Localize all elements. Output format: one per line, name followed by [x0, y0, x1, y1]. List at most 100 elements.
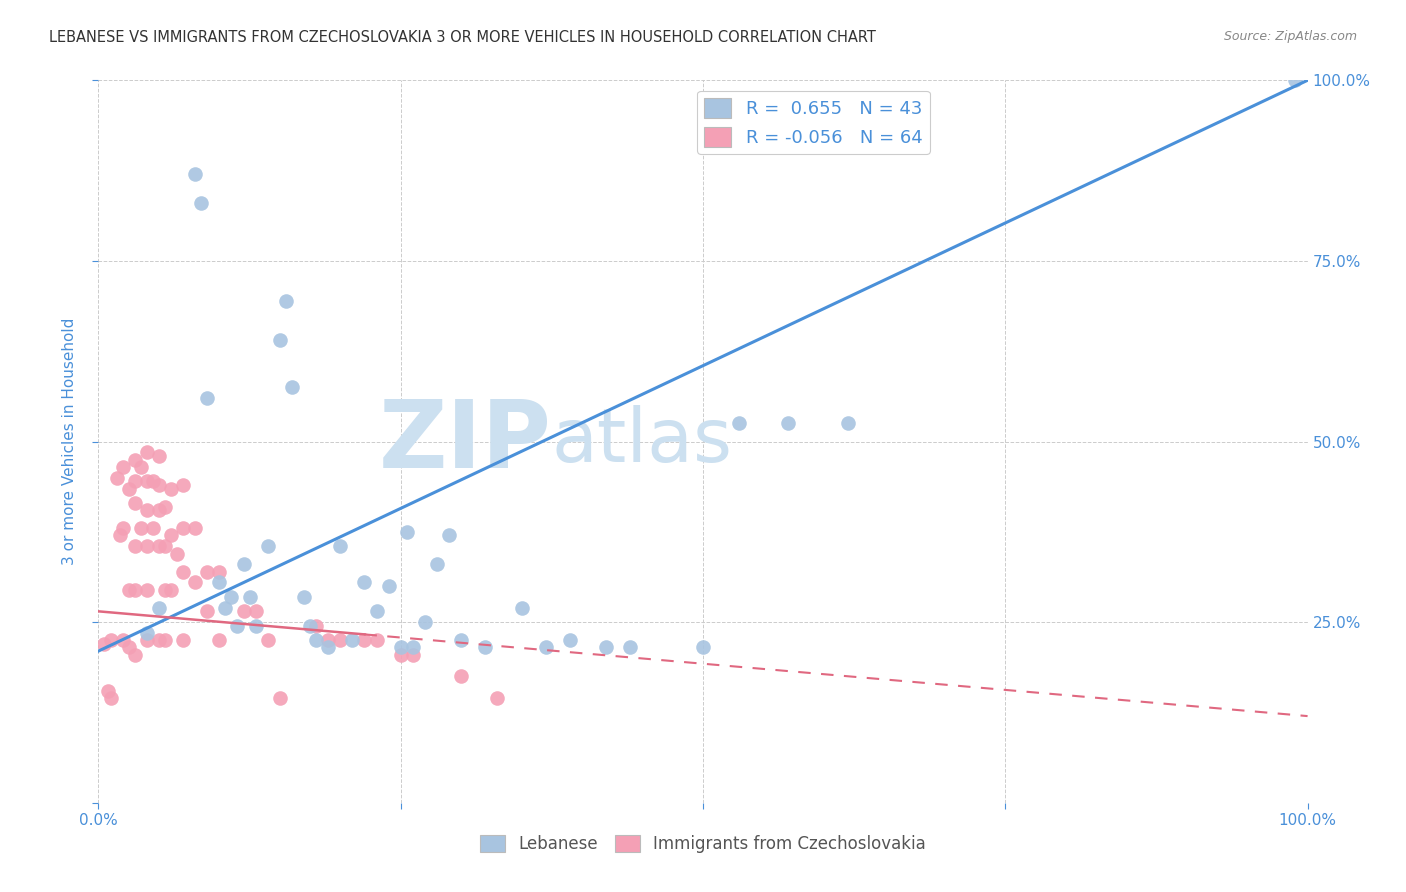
Point — [135, 633, 157, 648]
Point — [111, 521, 134, 535]
Point — [129, 521, 152, 535]
Point — [135, 503, 157, 517]
Point — [437, 528, 460, 542]
Point — [595, 640, 617, 655]
Point — [274, 293, 297, 308]
Point — [108, 528, 131, 542]
Point — [172, 521, 194, 535]
Point — [153, 633, 176, 648]
Point — [190, 196, 212, 211]
Point — [105, 470, 128, 484]
Point — [366, 633, 388, 648]
Point — [148, 449, 170, 463]
Point — [558, 633, 581, 648]
Point — [413, 615, 436, 630]
Point — [135, 582, 157, 597]
Point — [124, 539, 146, 553]
Point — [195, 565, 218, 579]
Point — [389, 648, 412, 662]
Point — [118, 582, 141, 597]
Point — [245, 604, 267, 618]
Point — [837, 417, 859, 431]
Point — [214, 600, 236, 615]
Point — [269, 691, 291, 706]
Point — [692, 640, 714, 655]
Point — [221, 590, 243, 604]
Point — [245, 619, 267, 633]
Point — [316, 640, 339, 655]
Point — [366, 604, 388, 618]
Point — [329, 633, 352, 648]
Point — [450, 633, 472, 648]
Point — [184, 575, 207, 590]
Point — [142, 475, 165, 489]
Point — [776, 417, 799, 431]
Point — [160, 482, 183, 496]
Point — [1284, 73, 1306, 87]
Point — [232, 558, 254, 572]
Point — [148, 539, 170, 553]
Point — [208, 633, 231, 648]
Point — [153, 539, 176, 553]
Point — [208, 565, 231, 579]
Point — [395, 524, 418, 539]
Point — [299, 619, 322, 633]
Point — [305, 633, 328, 648]
Point — [619, 640, 641, 655]
Point — [153, 582, 176, 597]
Point — [239, 590, 262, 604]
Y-axis label: 3 or more Vehicles in Household: 3 or more Vehicles in Household — [62, 318, 77, 566]
Point — [510, 600, 533, 615]
Point — [100, 633, 122, 648]
Point — [124, 452, 146, 467]
Point — [292, 590, 315, 604]
Point — [148, 478, 170, 492]
Point — [256, 633, 278, 648]
Point — [226, 619, 249, 633]
Point — [111, 633, 134, 648]
Point — [389, 640, 412, 655]
Point — [184, 167, 207, 181]
Point — [129, 459, 152, 474]
Point — [450, 669, 472, 683]
Point — [232, 604, 254, 618]
Point — [148, 600, 170, 615]
Text: ZIP: ZIP — [380, 395, 551, 488]
Point — [269, 334, 291, 348]
Point — [111, 459, 134, 474]
Point — [148, 503, 170, 517]
Point — [100, 691, 122, 706]
Point — [402, 648, 425, 662]
Point — [402, 640, 425, 655]
Point — [305, 619, 328, 633]
Point — [208, 575, 231, 590]
Point — [135, 626, 157, 640]
Text: atlas: atlas — [551, 405, 733, 478]
Point — [135, 539, 157, 553]
Point — [353, 575, 375, 590]
Point — [124, 496, 146, 510]
Point — [353, 633, 375, 648]
Text: LEBANESE VS IMMIGRANTS FROM CZECHOSLOVAKIA 3 OR MORE VEHICLES IN HOUSEHOLD CORRE: LEBANESE VS IMMIGRANTS FROM CZECHOSLOVAK… — [49, 30, 876, 45]
Point — [474, 640, 496, 655]
Point — [118, 482, 141, 496]
Point — [184, 521, 207, 535]
Point — [160, 528, 183, 542]
Point — [93, 637, 115, 651]
Point — [142, 521, 165, 535]
Point — [486, 691, 509, 706]
Point — [534, 640, 557, 655]
Point — [195, 604, 218, 618]
Point — [166, 547, 188, 561]
Point — [316, 633, 339, 648]
Point — [172, 633, 194, 648]
Point — [153, 500, 176, 514]
Point — [124, 582, 146, 597]
Point — [329, 539, 352, 553]
Point — [172, 565, 194, 579]
Point — [281, 380, 304, 394]
Point — [426, 558, 449, 572]
Point — [342, 633, 364, 648]
Legend: Lebanese, Immigrants from Czechoslovakia: Lebanese, Immigrants from Czechoslovakia — [474, 828, 932, 860]
Point — [135, 445, 157, 459]
